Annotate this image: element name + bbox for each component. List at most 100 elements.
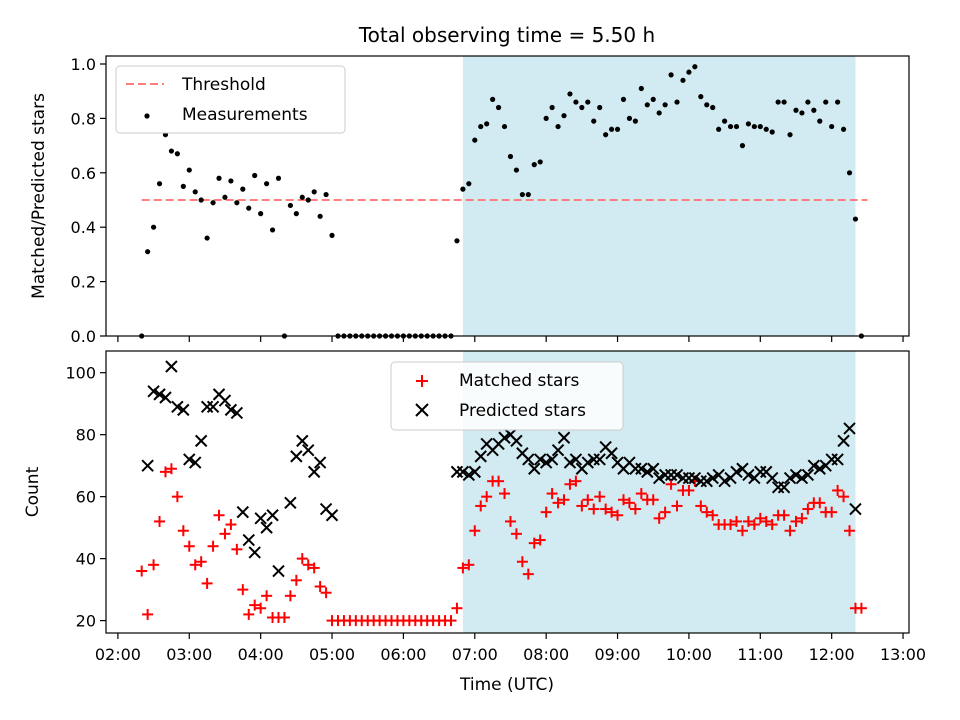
measurement-point xyxy=(608,126,615,132)
matched-star-point xyxy=(320,587,332,599)
measurement-point xyxy=(846,170,853,176)
top-x-ticks xyxy=(117,336,904,342)
x-tick-label: 13:00 xyxy=(880,645,926,664)
predicted-star-point xyxy=(706,471,719,485)
measurement-point xyxy=(674,99,680,105)
matched-star-point xyxy=(249,599,261,611)
measurement-point xyxy=(579,104,585,111)
matched-star-point xyxy=(790,515,802,527)
matched-star-point xyxy=(778,509,790,521)
x-tick-label: 12:00 xyxy=(809,645,855,664)
measurement-points xyxy=(139,64,865,339)
measurement-point xyxy=(305,197,311,203)
matched-star-points xyxy=(136,463,867,627)
predicted-star-point xyxy=(765,471,779,485)
top-legend-box xyxy=(115,65,346,134)
x-tick-label: 02:00 xyxy=(95,645,141,664)
matched-star-point xyxy=(582,494,594,506)
matched-star-point xyxy=(594,491,606,503)
top-axes-frame xyxy=(105,55,910,337)
predicted-star-point xyxy=(302,443,315,457)
matched-star-point xyxy=(136,565,148,577)
measurement-point xyxy=(840,126,847,132)
matched-star-point xyxy=(736,525,748,537)
matched-star-point xyxy=(838,491,850,503)
matched-star-point xyxy=(201,577,213,589)
x-tick-label: 03:00 xyxy=(166,645,212,664)
predicted-star-point xyxy=(296,434,309,448)
top-y-tick-label: 1.0 xyxy=(71,55,96,74)
matched-star-point xyxy=(844,525,856,537)
measurement-point xyxy=(252,172,258,179)
measurement-point xyxy=(692,64,698,70)
matched-star-point xyxy=(475,500,487,512)
predicted-star-point xyxy=(522,453,535,466)
measurement-point xyxy=(192,189,198,195)
bottom-x-axis: 02:00 03:00 04:00 05:00 06:00 07:00 08:00 09:00… xyxy=(95,633,926,664)
measurement-point xyxy=(537,159,543,165)
measurement-point xyxy=(668,72,674,78)
measurement-point xyxy=(264,181,270,187)
measurement-point xyxy=(823,99,829,105)
predicted-star-point xyxy=(641,465,654,479)
predicted-star-point xyxy=(236,505,250,519)
predicted-star-point xyxy=(266,509,279,522)
predicted-star-point xyxy=(807,459,821,472)
measurement-point xyxy=(531,162,537,168)
measurement-point xyxy=(763,126,769,132)
predicted-star-point xyxy=(254,512,267,525)
predicted-star-point xyxy=(742,468,755,482)
matched-star-point xyxy=(504,515,516,527)
predicted-star-point xyxy=(813,462,826,475)
matched-star-point xyxy=(243,608,255,620)
measurement-point xyxy=(323,191,329,198)
top-y-tick-label: 0.0 xyxy=(71,327,96,346)
top-y-axis: 0.0 0.2 0.4 0.6 0.8 1.0 xyxy=(71,55,106,346)
legend-measurements-label: Measurements xyxy=(182,105,308,125)
measurement-point xyxy=(710,104,716,111)
measurement-point xyxy=(180,183,186,189)
measurement-point xyxy=(240,186,246,192)
predicted-star-point xyxy=(510,434,523,448)
matched-star-point xyxy=(457,562,469,574)
measurement-point xyxy=(745,121,752,127)
matched-star-point xyxy=(302,559,314,571)
matched-star-point xyxy=(826,506,838,518)
bottom-legend: Matched stars Predicted stars xyxy=(390,361,624,431)
matched-star-point xyxy=(183,540,195,552)
measurement-point xyxy=(829,123,835,130)
matched-star-point xyxy=(748,519,760,531)
predicted-star-point xyxy=(795,471,809,485)
predicted-star-point xyxy=(462,468,476,482)
matched-star-point xyxy=(177,525,189,537)
predicted-star-point xyxy=(688,471,702,485)
measurement-point xyxy=(454,238,460,244)
legend-matched-label: Matched stars xyxy=(459,371,579,391)
predicted-star-point xyxy=(177,403,190,417)
top-y-tick-label: 0.4 xyxy=(71,218,96,237)
predicted-star-point xyxy=(171,400,184,413)
measurement-point xyxy=(329,232,335,238)
matched-star-point xyxy=(564,478,576,490)
measurement-point xyxy=(472,137,478,143)
measurement-point xyxy=(603,132,609,138)
measurement-point xyxy=(662,102,668,108)
measurement-point xyxy=(704,102,710,108)
predicted-star-point xyxy=(194,434,208,448)
matched-star-point xyxy=(731,515,743,527)
measurement-point xyxy=(620,96,627,102)
matched-star-point xyxy=(284,590,296,602)
predicted-star-point xyxy=(206,400,220,413)
matched-star-point xyxy=(742,515,754,527)
matched-star-point xyxy=(154,515,166,527)
measurement-point xyxy=(644,102,650,108)
bottom-y-axis-label: Count xyxy=(23,466,43,517)
predicted-star-point xyxy=(189,456,202,469)
predicted-star-point xyxy=(468,465,481,479)
top-y-tick-label: 0.8 xyxy=(71,109,96,128)
bottom-axes-frame xyxy=(105,350,910,634)
predicted-star-point xyxy=(307,465,321,479)
measurement-point xyxy=(751,123,757,130)
matched-star-point xyxy=(540,506,552,518)
legend-predicted-swatch xyxy=(415,403,429,417)
